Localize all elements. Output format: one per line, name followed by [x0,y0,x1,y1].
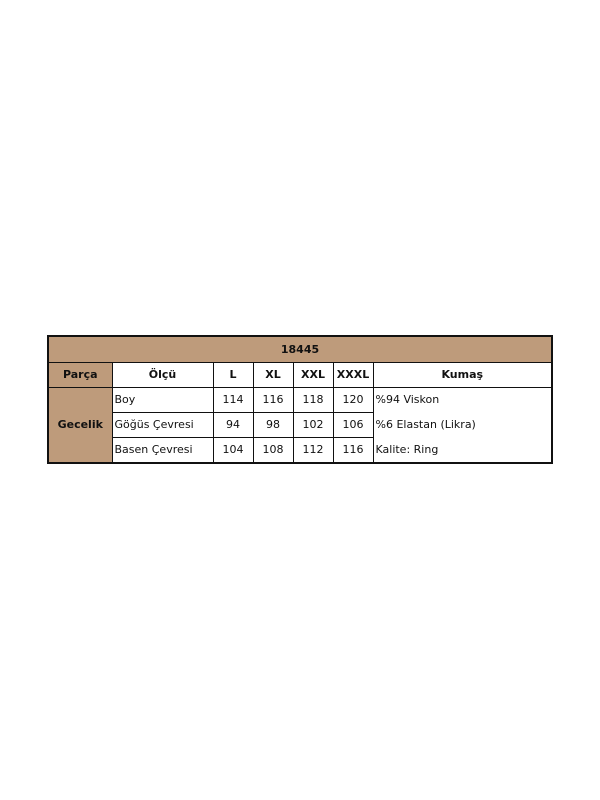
cell-value: 106 [332,411,374,438]
product-code: 18445 [47,335,553,363]
cell-value: 108 [252,436,294,463]
fabric-line: %6 Elastan (Likra) [372,412,553,437]
cell-value: 102 [292,411,334,438]
fabric-line: Kalite: Ring [372,437,553,463]
cell-value: 120 [332,386,374,413]
header-fabric: Kumaş [372,361,553,388]
table-row: Basen Çevresi 104 108 112 116 Kalite: Ri… [48,436,553,463]
table-row: Gecelik Boy 114 116 118 120 %94 Viskon [47,386,553,463]
fabric-line: %94 Viskon [372,386,553,412]
header-part: Parça [47,361,113,388]
header-size-xxxl: XXXL [332,361,374,388]
cell-value: 98 [252,411,294,438]
cell-value: 116 [252,386,294,413]
row-label: Göğüs Çevresi [111,411,214,438]
row-label: Basen Çevresi [111,436,214,463]
size-table: 18445 Parça Ölçü L XL XXL XXXL Kumaş Gec… [47,335,554,464]
cell-value: 104 [212,436,254,463]
table-row: Göğüs Çevresi 94 98 102 106 %6 Elastan (… [48,411,553,438]
cell-value: 118 [292,386,334,413]
cell-value: 114 [212,386,254,413]
header-measure: Ölçü [111,361,214,388]
header-size-l: L [212,361,254,388]
row-label: Boy [111,386,214,413]
part-name: Gecelik [47,386,113,463]
cell-value: 112 [292,436,334,463]
header-size-xl: XL [252,361,294,388]
cell-value: 94 [212,411,254,438]
header-size-xxl: XXL [292,361,334,388]
cell-value: 116 [332,436,374,463]
